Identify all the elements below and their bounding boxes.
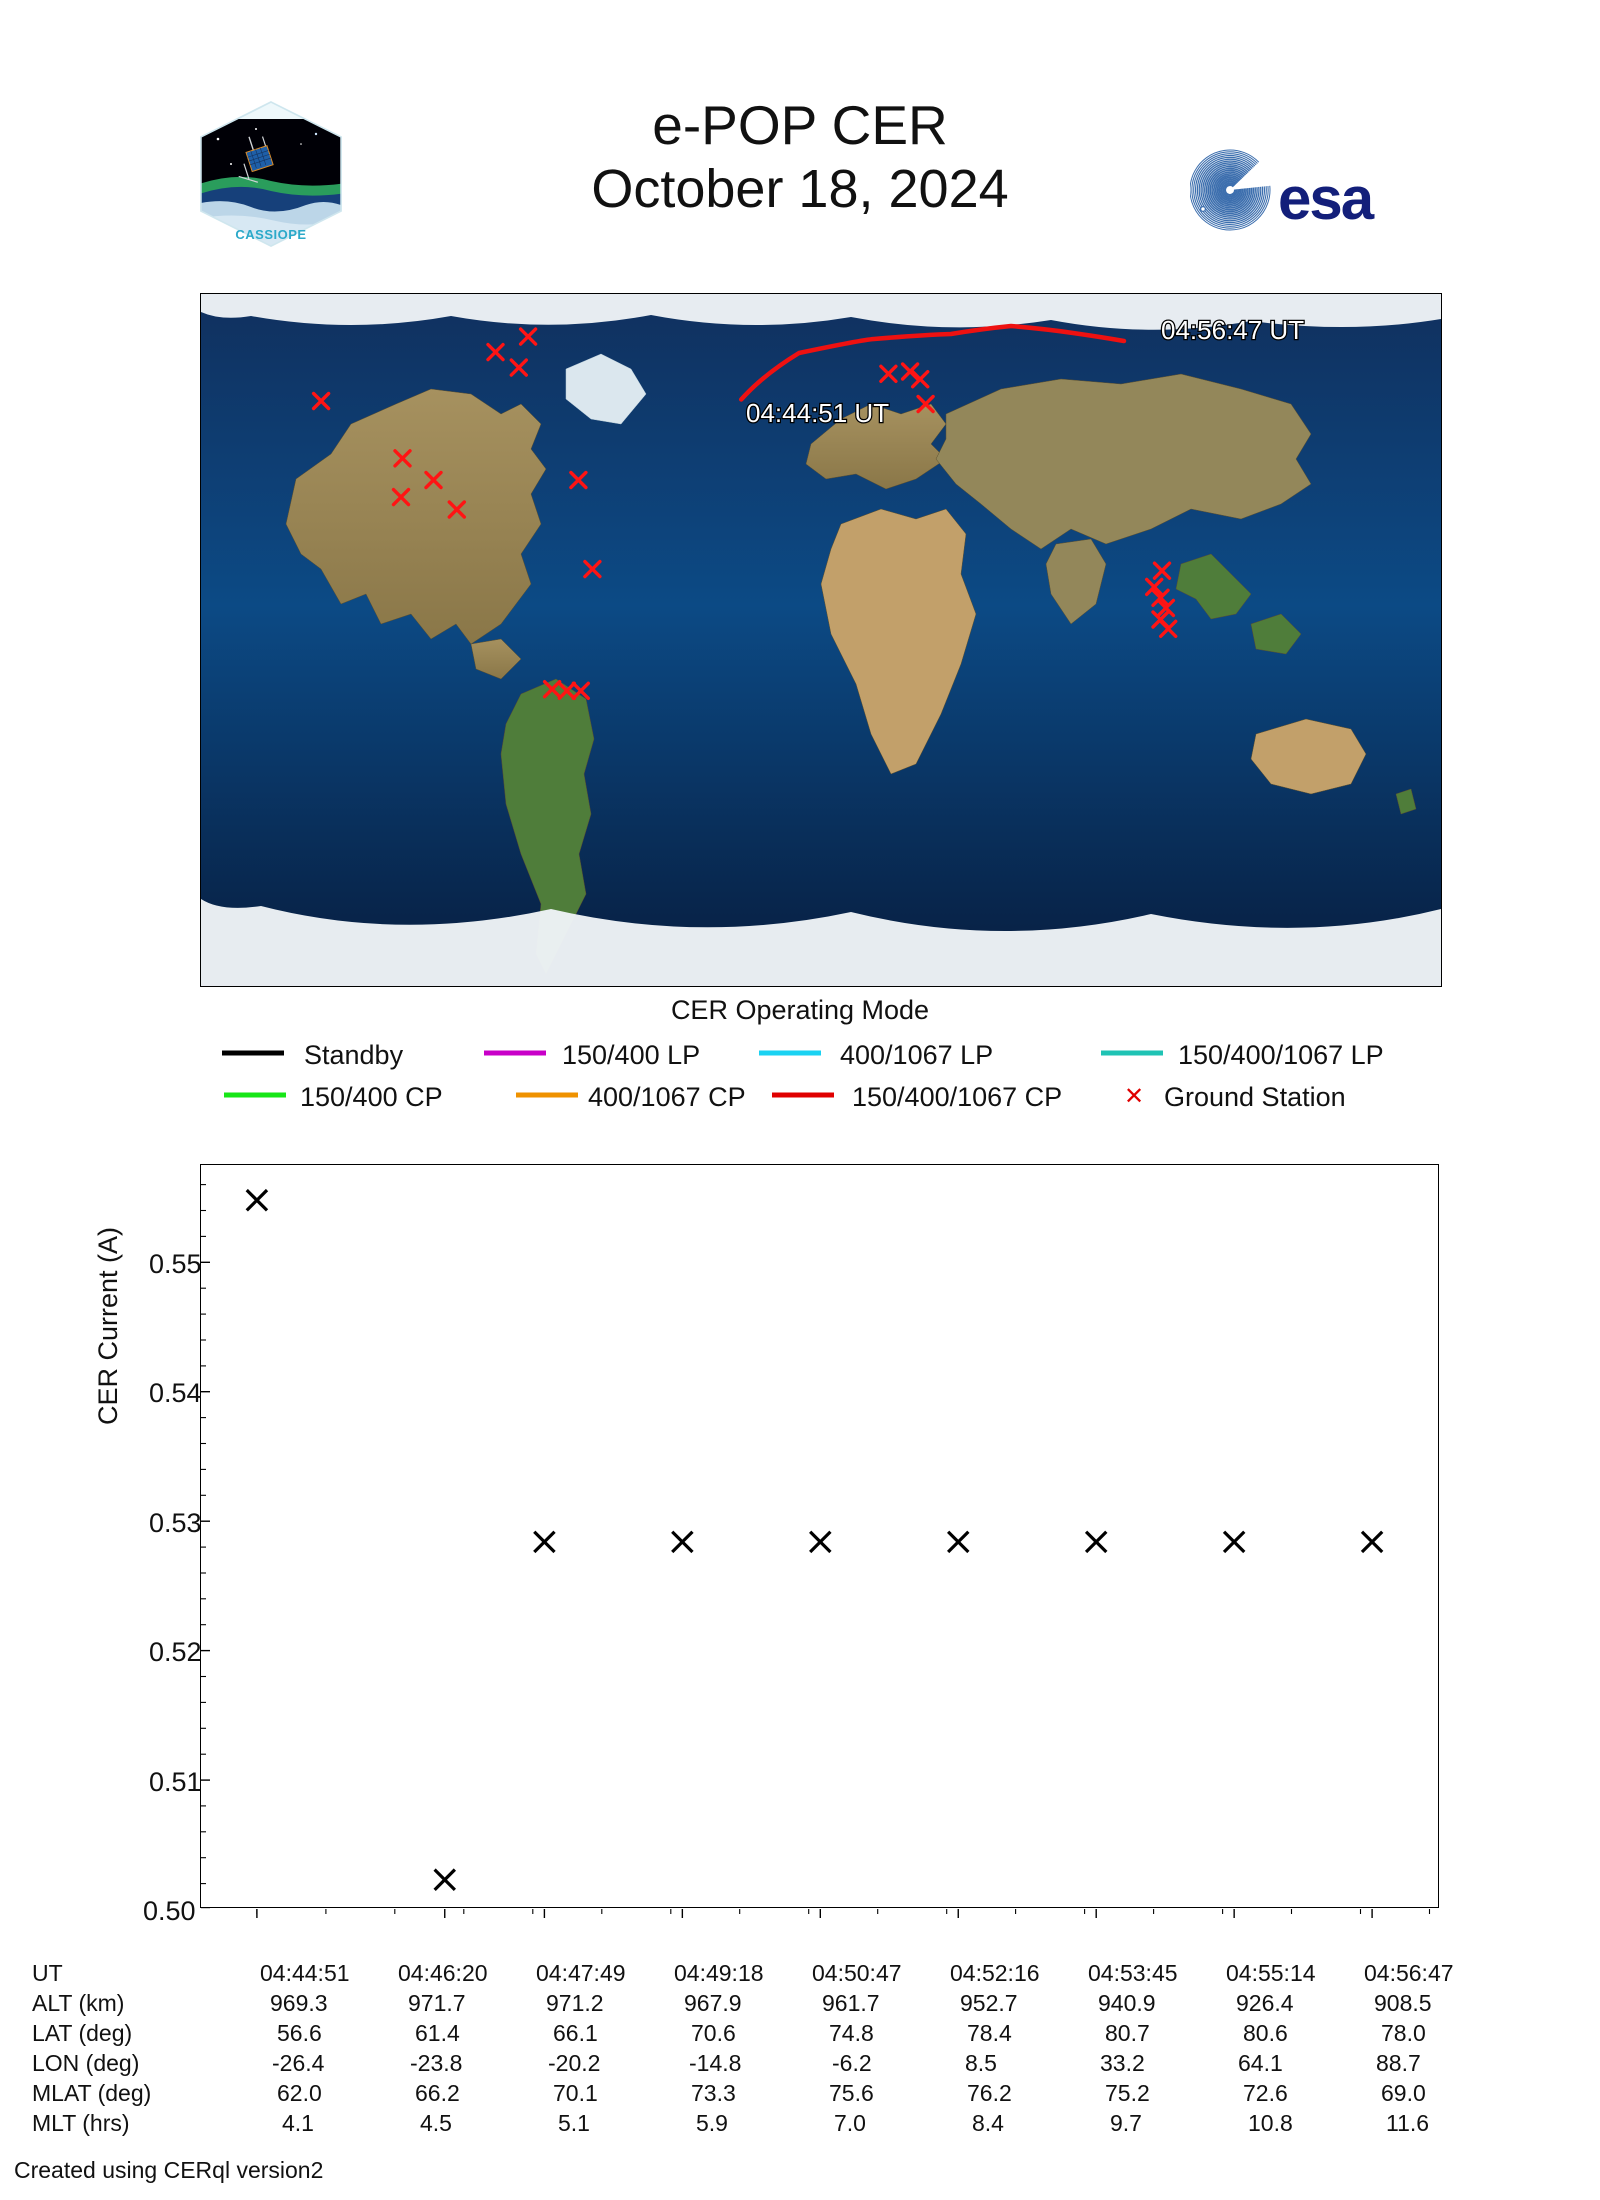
svg-text:esa: esa — [1278, 165, 1375, 232]
svg-text:CASSIOPE: CASSIOPE — [235, 227, 306, 242]
svg-text:04:44:51 UT: 04:44:51 UT — [746, 398, 889, 428]
svg-text:04:56:47 UT: 04:56:47 UT — [1161, 315, 1304, 345]
